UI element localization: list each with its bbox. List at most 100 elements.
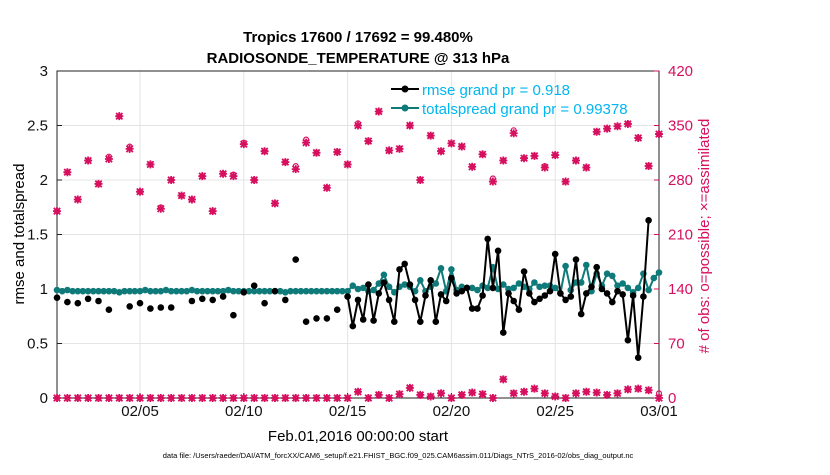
totalspread-point	[515, 280, 523, 287]
totalspread-point	[152, 287, 159, 295]
y-axis-label: rmse and totalspread	[11, 164, 28, 305]
obs-count-assimilated-marker	[447, 139, 456, 148]
totalspread-point	[266, 287, 274, 295]
obs-count-low-assimilated-marker	[281, 394, 290, 402]
obs-count-low-assimilated-marker	[208, 394, 217, 402]
obs-count-low-assimilated-marker	[302, 394, 311, 402]
totalspread-point	[116, 289, 123, 296]
rmse-point	[391, 318, 398, 326]
obs-count-low-assimilated-marker	[551, 392, 560, 401]
rmse-point	[598, 285, 606, 293]
obs-count-low-assimilated-marker	[53, 394, 61, 402]
totalspread-point	[204, 287, 211, 295]
obs-count-assimilated-marker	[478, 150, 487, 159]
totalspread-point	[339, 287, 346, 295]
obs-count-assimilated-marker	[655, 130, 663, 139]
totalspread-point	[583, 261, 590, 269]
y-right-tick-label: 420	[668, 63, 693, 80]
totalspread-point	[53, 286, 61, 294]
rmse-point	[614, 287, 621, 295]
rmse-series	[53, 217, 652, 362]
totalspread-point	[297, 287, 305, 295]
obs-count-low-assimilated-marker	[603, 390, 612, 399]
legend-rmse-marker	[401, 85, 409, 93]
footnote: data file: /Users/raeder/DAI/ATM_forcXX/…	[163, 451, 634, 460]
obs-count-low-assimilated-marker	[582, 387, 591, 396]
totalspread-point	[437, 265, 445, 272]
obs-count-assimilated-marker	[426, 131, 435, 140]
y-tick-label: 3	[40, 63, 48, 80]
obs-count-low-assimilated-marker	[655, 394, 663, 402]
obs-count-low-assimilated-marker	[198, 394, 207, 402]
y-tick-label: 1	[40, 281, 48, 298]
obs-count-assimilated-marker	[374, 107, 383, 116]
obs-count-low-assimilated-marker	[260, 394, 269, 402]
obs-count-low-assimilated-marker	[104, 394, 113, 402]
obs-count-assimilated-marker	[167, 176, 176, 184]
obs-count-assimilated-marker	[613, 122, 622, 131]
obs-count-assimilated-marker	[177, 191, 186, 200]
rmse-point	[541, 292, 549, 299]
totalspread-point	[292, 287, 300, 295]
obs-count-assimilated-marker	[291, 165, 300, 174]
totalspread-point	[541, 282, 549, 290]
obs-count-low-assimilated-marker	[457, 390, 466, 399]
rmse-point	[105, 306, 113, 314]
totalspread-point	[474, 286, 481, 294]
y-right-tick-label: 210	[668, 227, 693, 244]
obs-count-low-assimilated-marker	[73, 394, 82, 402]
rmse-point	[442, 297, 450, 305]
totalspread-point	[391, 289, 398, 296]
rmse-point	[380, 279, 388, 286]
obs-count-assimilated-marker	[270, 199, 279, 208]
totalspread-point	[183, 287, 190, 295]
totalspread-point	[349, 282, 357, 290]
rmse-point	[551, 250, 559, 258]
obs-count-low-assimilated-marker	[167, 394, 176, 402]
obs-count-assimilated-marker	[84, 156, 93, 165]
rmse-point	[370, 317, 377, 324]
rmse-point	[53, 294, 61, 302]
obs-count-assimilated-marker	[437, 147, 446, 156]
gridlines	[57, 71, 659, 398]
totalspread-point	[110, 287, 118, 295]
obs-count-assimilated-marker	[322, 183, 331, 192]
obs-count-low-assimilated-marker	[571, 389, 580, 398]
rmse-point	[536, 295, 543, 303]
x-axis-label: Feb.01,2016 00:00:00 start	[268, 428, 449, 445]
rmse-point	[365, 281, 372, 288]
totalspread-point	[359, 284, 367, 292]
rmse-point	[583, 290, 590, 297]
totalspread-point	[609, 272, 616, 280]
x-tick-label: 02/20	[433, 403, 471, 420]
obs-count-low-assimilated-marker	[146, 394, 155, 402]
totalspread-point	[141, 286, 149, 294]
obs-count-low-assimilated-marker	[136, 394, 145, 402]
totalspread-point	[624, 284, 632, 292]
obs-count-assimilated-marker	[385, 146, 394, 155]
totalspread-point	[323, 287, 331, 295]
obs-count-low-assimilated-marker	[520, 387, 529, 396]
y-tick-label: 0.5	[27, 336, 48, 353]
obs-count-low-assimilated-marker	[125, 394, 134, 402]
rmse-point	[411, 296, 419, 304]
obs-count-assimilated-marker	[250, 176, 259, 184]
totalspread-point	[126, 287, 133, 295]
obs-count-low-assimilated-marker	[219, 394, 228, 402]
totalspread-point	[432, 280, 440, 287]
obs-count-assimilated-marker	[94, 179, 103, 188]
obs-count-assimilated-marker	[571, 156, 580, 165]
legend-spread-marker	[401, 104, 409, 112]
obs-count-low-assimilated-marker	[333, 394, 342, 402]
rmse-point	[271, 287, 279, 295]
totalspread-point	[173, 287, 180, 295]
totalspread-point	[655, 269, 663, 276]
obs-count-assimilated-marker	[416, 176, 425, 184]
totalspread-point	[634, 284, 642, 292]
rmse-point	[515, 306, 523, 314]
totalspread-point	[162, 286, 170, 294]
obs-count-low-assimilated-marker	[250, 394, 259, 402]
rmse-point	[292, 256, 300, 263]
rmse-point	[250, 282, 258, 290]
rmse-point	[603, 290, 611, 297]
